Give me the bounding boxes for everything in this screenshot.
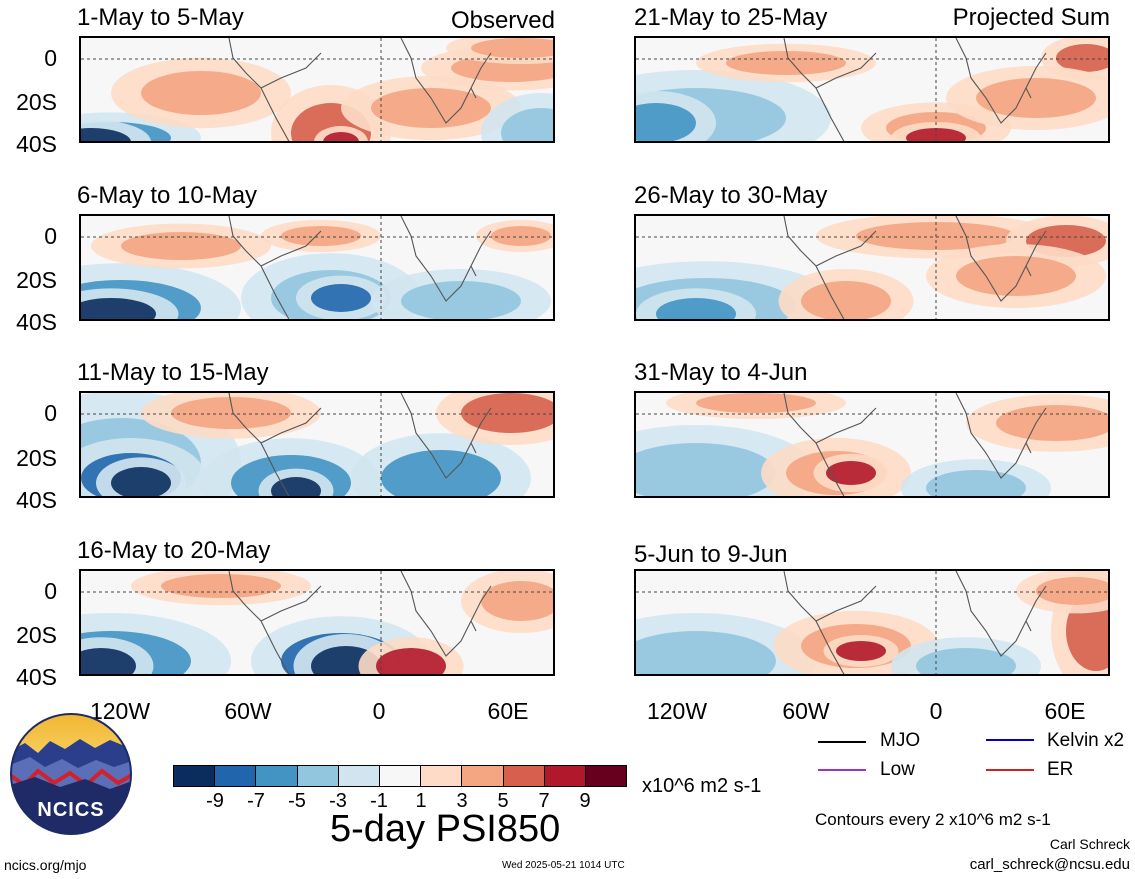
- colorbar: [173, 765, 627, 787]
- colorbar-tick: 7: [538, 790, 550, 812]
- colorbar-tick: -3: [329, 790, 347, 812]
- legend-mjo: MJO: [880, 730, 921, 751]
- lat-label-40s: 40S: [16, 487, 57, 513]
- map-panel: [634, 214, 1110, 321]
- main-title: 5-day PSI850: [330, 808, 561, 850]
- lon-label-60e: 60E: [487, 698, 529, 724]
- ncics-logo: NCICS: [10, 713, 132, 835]
- footer-timestamp: Wed 2025-05-21 1014 UTC: [502, 860, 625, 871]
- lon-label-0: 0: [929, 698, 943, 724]
- contour-note: Contours every 2 x10^6 m2 s-1: [815, 810, 1051, 829]
- map-panel: [634, 569, 1110, 676]
- legend-swatch-kelvin: [986, 739, 1034, 741]
- colorbar-tick: -9: [206, 790, 224, 812]
- legend-swatch-er: [986, 769, 1034, 771]
- lon-label-60w: 60W: [782, 698, 830, 724]
- colorbar-tick: 5: [497, 790, 509, 812]
- colorbar-cell: [462, 766, 504, 786]
- colorbar-tick: -1: [370, 790, 388, 812]
- map-panel: [634, 391, 1110, 498]
- lon-label-0: 0: [372, 698, 386, 724]
- legend-low: Low: [880, 759, 915, 780]
- panel-tag-projected: Projected Sum: [952, 4, 1110, 31]
- lon-label-120w: 120W: [646, 698, 708, 724]
- panel-title-2: 6-May to 10-May: [77, 182, 258, 209]
- legend-swatch-mjo: [818, 741, 866, 743]
- colorbar-tick: 1: [415, 790, 427, 812]
- lat-label-20s: 20S: [16, 89, 57, 115]
- map-panel: [79, 569, 555, 676]
- colorbar-cell: [585, 766, 627, 786]
- footer-email: carl_schreck@ncsu.edu: [969, 856, 1130, 873]
- colorbar-units: x10^6 m2 s-1: [642, 775, 762, 797]
- map-panel: [79, 391, 555, 498]
- map-panel: [634, 36, 1110, 143]
- footer-author: Carl Schreck: [1049, 836, 1130, 852]
- lat-label-0: 0: [44, 45, 57, 71]
- lon-label-60e: 60E: [1044, 698, 1086, 724]
- lat-label-40s: 40S: [16, 664, 57, 690]
- logo-text: NCICS: [37, 799, 105, 821]
- colorbar-cell: [297, 766, 339, 786]
- panel-title-3: 11-May to 15-May: [77, 359, 269, 386]
- colorbar-tick: -5: [288, 790, 306, 812]
- panel-title-6: 26-May to 30-May: [634, 182, 828, 209]
- lat-label-20s: 20S: [16, 267, 57, 293]
- colorbar-cell: [338, 766, 380, 786]
- lon-label-60w: 60W: [224, 698, 272, 724]
- colorbar-cell: [256, 766, 298, 786]
- colorbar-cell: [544, 766, 586, 786]
- colorbar-tick: -7: [247, 790, 265, 812]
- panel-tag-observed: Observed: [450, 7, 555, 34]
- legend-er: ER: [1047, 759, 1074, 780]
- colorbar-cell: [215, 766, 257, 786]
- colorbar-cell: [503, 766, 545, 786]
- lat-label-40s: 40S: [16, 309, 57, 335]
- map-panel: [79, 36, 555, 143]
- lat-label-40s: 40S: [16, 131, 57, 157]
- lat-label-0: 0: [44, 400, 57, 426]
- legend-swatch-low: [818, 769, 866, 771]
- footer-url: ncics.org/mjo: [4, 857, 87, 873]
- lat-label-0: 0: [44, 578, 57, 604]
- panel-title-4: 16-May to 20-May: [77, 537, 271, 564]
- colorbar-cell: [421, 766, 463, 786]
- colorbar-cell: [174, 766, 216, 786]
- panel-title-1: 1-May to 5-May: [77, 4, 244, 31]
- lon-label-120w: 120W: [89, 698, 151, 724]
- colorbar-cell: [379, 766, 422, 786]
- panel-title-8: 5-Jun to 9-Jun: [634, 541, 788, 568]
- map-panel: [79, 214, 555, 321]
- lat-label-20s: 20S: [16, 445, 57, 471]
- colorbar-tick: 9: [579, 790, 591, 812]
- legend-kelvin: Kelvin x2: [1047, 730, 1125, 751]
- lat-label-0: 0: [44, 223, 57, 249]
- colorbar-tick: 3: [456, 790, 468, 812]
- panel-title-7: 31-May to 4-Jun: [634, 359, 808, 386]
- panel-title-5: 21-May to 25-May: [634, 4, 828, 31]
- lat-label-20s: 20S: [16, 622, 57, 648]
